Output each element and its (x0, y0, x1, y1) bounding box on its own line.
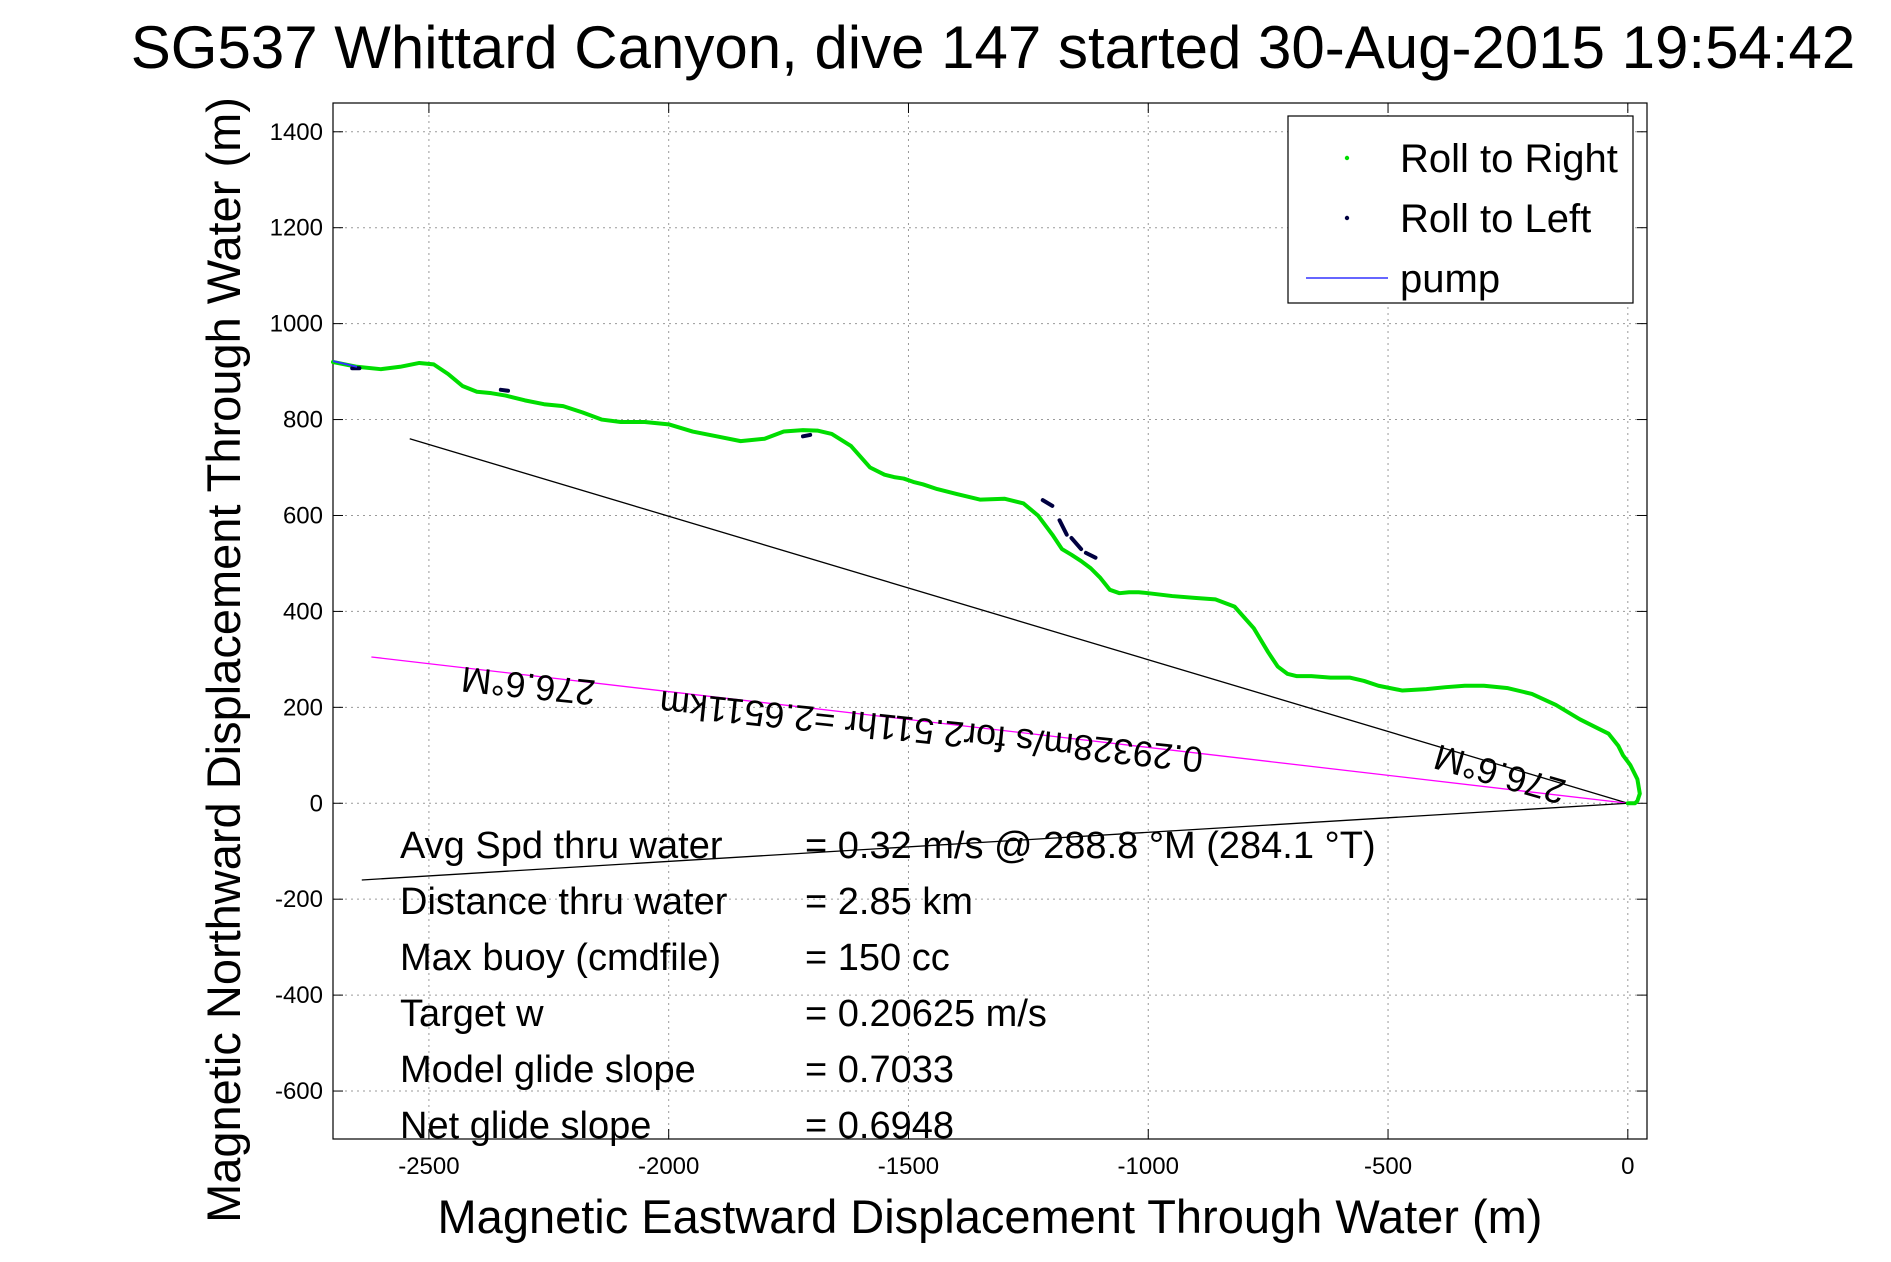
stat-value: = 2.85 km (805, 881, 973, 923)
x-tick-label: -1000 (1118, 1153, 1179, 1180)
y-tick-label: 800 (283, 407, 323, 434)
x-tick-label: -1500 (878, 1153, 939, 1180)
legend-swatch-point (1344, 155, 1350, 161)
series-roll-to-left-segment (1040, 498, 1055, 508)
series-roll-to-left-segment (1069, 536, 1084, 552)
y-tick-label: 600 (283, 502, 323, 529)
series-roll-to-right (331, 360, 1642, 806)
x-tick-label: -2000 (638, 1153, 699, 1180)
y-tick-label: 1200 (270, 215, 323, 242)
y-tick-label: 400 (283, 598, 323, 625)
stat-label: Avg Spd thru water (400, 825, 723, 867)
series-roll-to-left-segment (1083, 550, 1098, 560)
x-tick-label: -2500 (398, 1153, 459, 1180)
stat-value: = 0.7033 (805, 1049, 954, 1091)
x-tick-label: -500 (1364, 1153, 1412, 1180)
y-tick-label: 0 (310, 790, 323, 817)
annotation-line (371, 656, 1628, 804)
stats-block: Avg Spd thru water = 0.32 m/s @ 288.8 °M … (400, 825, 1376, 1147)
series-roll-to-left-segment (498, 387, 511, 393)
stat-value: = 0.6948 (805, 1105, 954, 1147)
data-series (331, 360, 1642, 806)
y-tick-label: -200 (275, 886, 323, 913)
y-tick-label: 200 (283, 694, 323, 721)
grid-lines (333, 103, 1647, 1139)
x-tick-label: 0 (1621, 1153, 1634, 1180)
stat-value: = 0.20625 m/s (805, 993, 1047, 1035)
axis-ticks: -2500 -2000 -1500 -1000 -500 0-600-400-200020… (270, 103, 1647, 1180)
plot-area-frame (332, 102, 1648, 1140)
y-tick-label: -400 (275, 982, 323, 1009)
legend-swatch-point (1344, 215, 1350, 221)
y-tick-label: 1000 (270, 311, 323, 338)
annotation-lines (361, 438, 1629, 881)
legend: Roll to Right Roll to Left pump (1287, 115, 1634, 304)
legend-entry-label: Roll to Left (1400, 197, 1591, 241)
y-axis-label: Magnetic Northward Displacement Through … (197, 97, 250, 1223)
stat-label: Model glide slope (400, 1049, 696, 1091)
legend-items: Roll to Right Roll to Left pump (1306, 137, 1618, 301)
rotated-annotation-text: 276.6°M (459, 659, 597, 714)
rotated-annotation-text: 0.29328m/s for2.511hr =2.6511km (657, 683, 1204, 781)
x-axis-label: Magnetic Eastward Displacement Through W… (438, 1190, 1543, 1243)
annotation-line (361, 802, 1628, 881)
legend-box (1287, 115, 1634, 304)
y-tick-label: -600 (275, 1078, 323, 1105)
annotation-line (409, 438, 1629, 804)
stat-label: Target w (400, 993, 544, 1035)
stat-label: Net glide slope (400, 1105, 651, 1147)
rotated-annotation-text: 276.6°M (1429, 736, 1570, 812)
stat-value: = 150 cc (805, 937, 950, 979)
series-roll-to-left-segment (800, 432, 813, 439)
legend-entry-label: Roll to Right (1400, 137, 1618, 181)
stat-value: = 0.32 m/s @ 288.8 °M (284.1 °T) (805, 825, 1376, 867)
series-pump (332, 360, 358, 368)
series-roll-to-left-segment (1057, 518, 1069, 537)
legend-entry-label: pump (1400, 257, 1500, 301)
y-tick-label: 1400 (270, 119, 323, 146)
stat-label: Distance thru water (400, 881, 728, 923)
stat-label: Max buoy (cmdfile) (400, 937, 721, 979)
chart-title: SG537 Whittard Canyon, dive 147 started … (131, 14, 1855, 81)
